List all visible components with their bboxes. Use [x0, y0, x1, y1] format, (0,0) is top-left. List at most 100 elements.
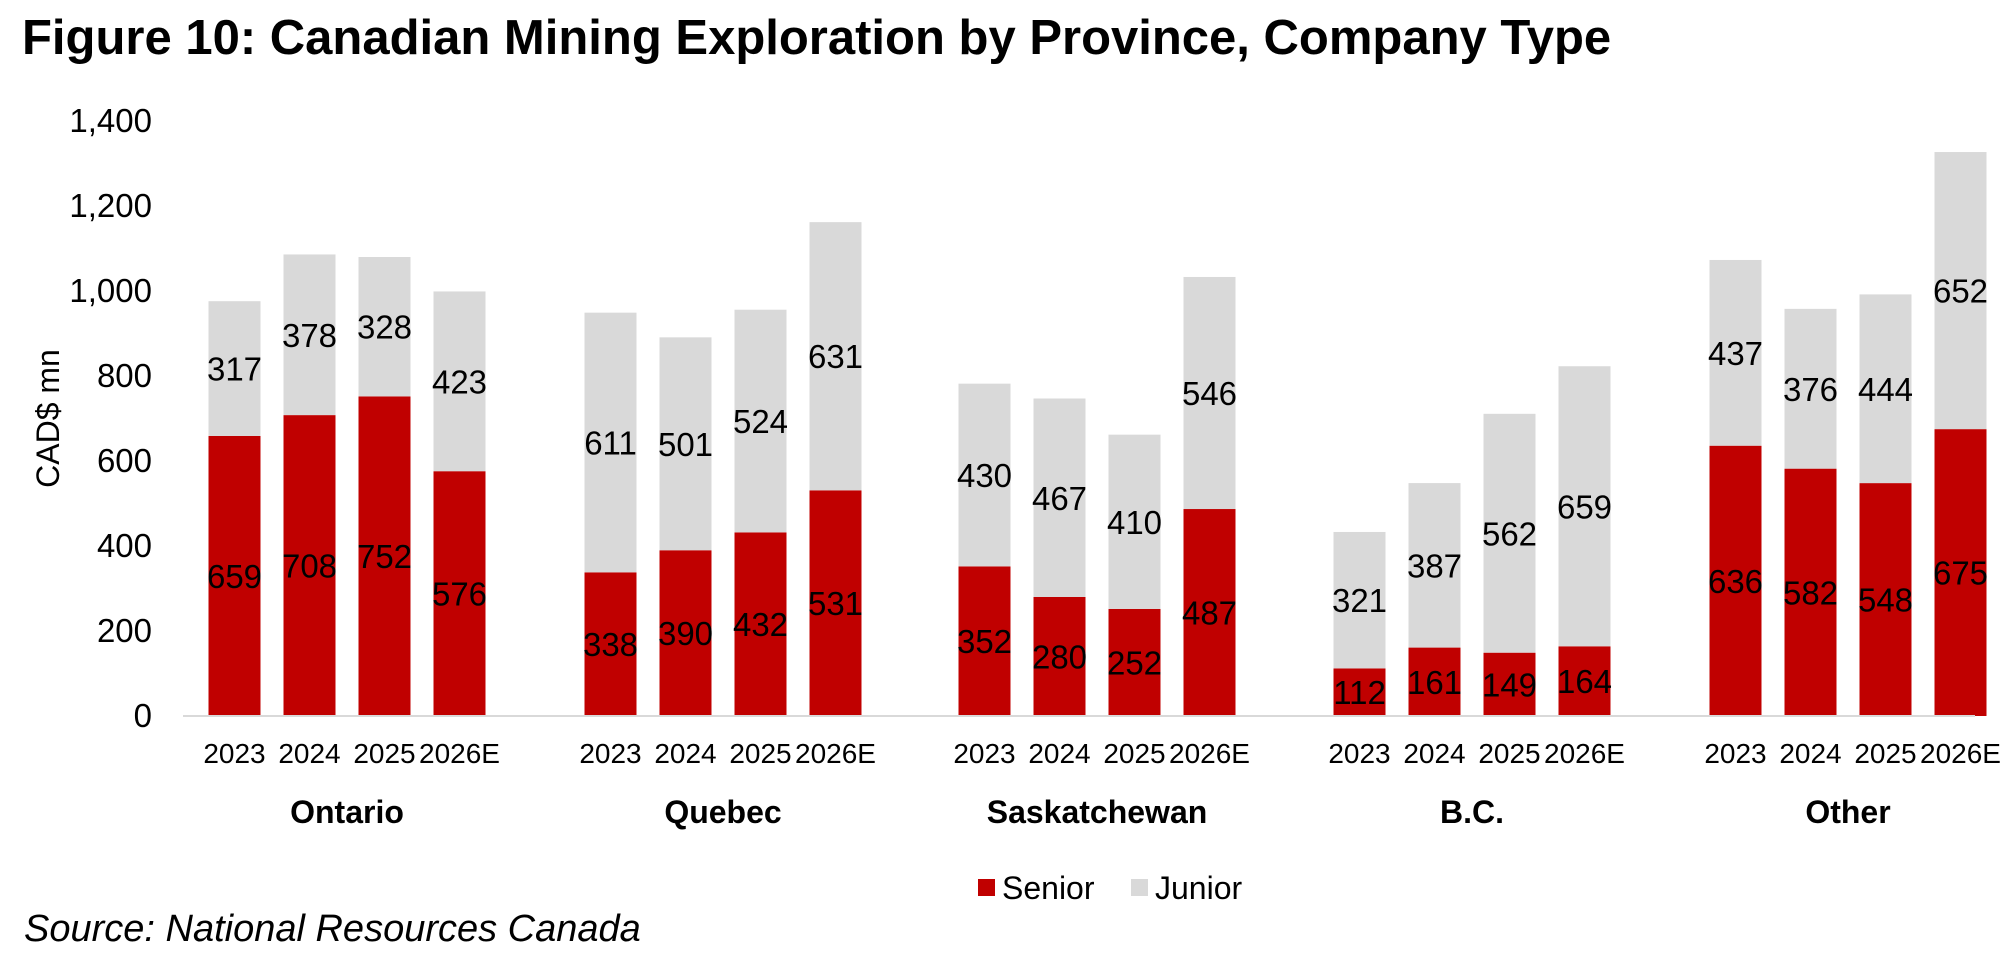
group-label: Ontario	[290, 794, 404, 830]
bar-senior	[208, 435, 261, 716]
bar-senior	[433, 471, 486, 716]
data-label-senior: 161	[1407, 664, 1462, 701]
y-tick-label: 400	[97, 527, 152, 564]
x-tick-label: 2023	[953, 738, 1015, 769]
bar-junior	[283, 254, 336, 416]
data-label-junior: 328	[357, 309, 412, 346]
y-tick-label: 1,000	[69, 272, 152, 309]
x-tick-label: 2024	[1403, 738, 1465, 769]
data-label-junior: 546	[1182, 375, 1237, 412]
data-label-junior: 467	[1032, 480, 1087, 517]
bar-junior	[433, 291, 486, 472]
x-tick-label: 2023	[203, 738, 265, 769]
data-label-senior: 659	[207, 558, 262, 595]
group-label: Saskatchewan	[987, 794, 1208, 830]
bar-junior	[584, 312, 637, 573]
data-label-junior: 376	[1783, 371, 1838, 408]
data-label-senior: 164	[1557, 663, 1612, 700]
bars	[208, 152, 1987, 716]
data-labels: 659 317 708 378 752 328 576 423 338 611 390 501 432 5…	[207, 273, 1988, 712]
x-tick-label: 2023	[579, 738, 641, 769]
x-tick-label: 2024	[654, 738, 716, 769]
bar-senior	[809, 490, 862, 716]
y-tick-label: 0	[134, 697, 152, 734]
data-label-junior: 387	[1407, 547, 1462, 584]
bar-senior	[584, 572, 637, 716]
data-label-junior: 378	[282, 317, 337, 354]
bar-senior	[1934, 429, 1987, 716]
x-tick-label: 2025	[729, 738, 791, 769]
bar-senior	[1709, 445, 1762, 716]
data-label-junior: 423	[432, 363, 487, 400]
bar-junior	[1183, 276, 1236, 510]
x-tick-label: 2026E	[1920, 738, 2001, 769]
bar-senior	[358, 396, 411, 716]
data-label-senior: 252	[1107, 644, 1162, 681]
bar-senior	[659, 550, 712, 716]
bar-junior	[1934, 152, 1987, 430]
data-label-junior: 501	[658, 426, 713, 463]
x-tick-label: 2025	[1103, 738, 1165, 769]
y-tick-label: 600	[97, 442, 152, 479]
y-tick-label: 800	[97, 357, 152, 394]
bar-senior	[283, 415, 336, 716]
bar-senior	[1483, 652, 1536, 716]
x-tick-label: 2024	[278, 738, 340, 769]
data-label-junior: 410	[1107, 504, 1162, 541]
bar-senior	[734, 532, 787, 716]
data-label-senior: 487	[1182, 595, 1237, 632]
data-label-senior: 432	[733, 606, 788, 643]
x-tick-label: 2024	[1028, 738, 1090, 769]
data-label-senior: 149	[1482, 666, 1537, 703]
bar-junior	[1333, 531, 1386, 669]
data-label-senior: 352	[957, 623, 1012, 660]
stacked-bar-chart: 0 200 400 600 800 1,000 1,200 1,400 CAD$ mn 659 3…	[30, 102, 2001, 900]
data-label-junior: 317	[207, 351, 262, 388]
x-tick-label: 2025	[1854, 738, 1916, 769]
bar-senior	[1408, 647, 1461, 716]
data-label-junior: 437	[1708, 335, 1763, 372]
bar-senior	[1333, 668, 1386, 716]
y-axis: 0 200 400 600 800 1,000 1,200 1,400 CAD$ mn	[30, 102, 152, 734]
data-label-senior: 675	[1933, 555, 1988, 592]
bar-senior	[1108, 608, 1161, 716]
x-tick-label: 2026E	[419, 738, 500, 769]
bar-junior	[1408, 483, 1461, 648]
group-label: Other	[1805, 794, 1890, 830]
data-label-junior: 562	[1482, 515, 1537, 552]
data-label-junior: 652	[1933, 273, 1988, 310]
y-tick-label: 1,200	[69, 187, 152, 224]
data-label-senior: 548	[1858, 582, 1913, 619]
bar-junior	[809, 222, 862, 491]
data-label-junior: 444	[1858, 371, 1913, 408]
bar-senior	[1784, 468, 1837, 716]
x-tick-label: 2026E	[795, 738, 876, 769]
legend-label-senior: Senior	[1002, 870, 1095, 900]
bar-senior	[958, 566, 1011, 716]
legend-swatch-junior	[1131, 879, 1148, 896]
y-tick-label: 1,400	[69, 102, 152, 139]
data-label-senior: 338	[583, 626, 638, 663]
legend-label-junior: Junior	[1155, 870, 1243, 900]
x-tick-label: 2025	[353, 738, 415, 769]
bar-junior	[659, 337, 712, 551]
data-label-senior: 112	[1333, 674, 1386, 711]
bar-junior	[1709, 259, 1762, 446]
data-label-junior: 659	[1557, 488, 1612, 525]
data-label-junior: 524	[733, 403, 788, 440]
x-tick-label: 2026E	[1544, 738, 1625, 769]
y-axis-title: CAD$ mn	[30, 349, 66, 488]
x-tick-label: 2023	[1328, 738, 1390, 769]
bar-junior	[1483, 413, 1536, 653]
x-tick-label: 2024	[1779, 738, 1841, 769]
y-tick-label: 200	[97, 612, 152, 649]
data-label-junior: 430	[957, 457, 1012, 494]
x-tick-label: 2023	[1704, 738, 1766, 769]
legend: Senior Junior	[978, 870, 1243, 900]
bar-junior	[358, 257, 411, 397]
bar-senior	[1183, 509, 1236, 716]
figure-title: Figure 10: Canadian Mining Exploration b…	[22, 11, 1612, 65]
bar-senior	[1033, 597, 1086, 716]
legend-swatch-senior	[978, 879, 995, 896]
data-label-senior: 708	[282, 548, 337, 585]
